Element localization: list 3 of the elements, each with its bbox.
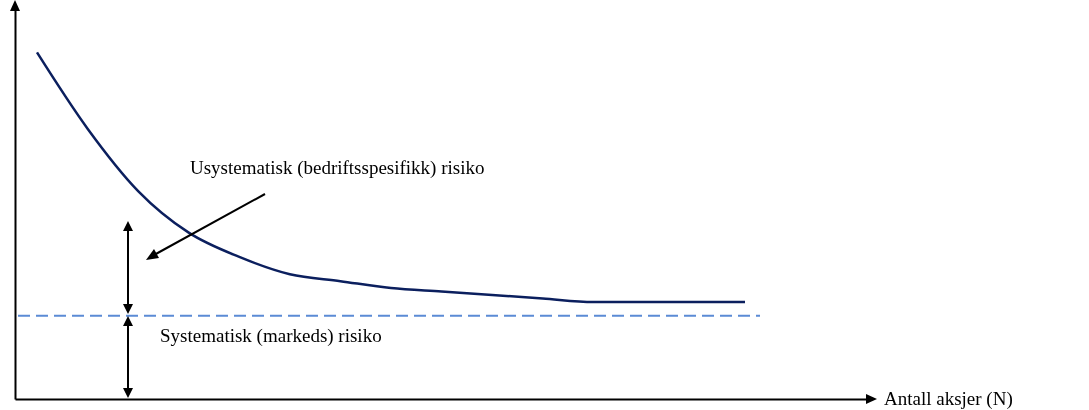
annotation: Systematisk (markeds) risiko bbox=[160, 325, 382, 347]
annotation: Usystematisk (bedriftsspesifikk) risiko bbox=[190, 157, 485, 179]
text: Antall aksjer (N) bbox=[884, 388, 1013, 410]
